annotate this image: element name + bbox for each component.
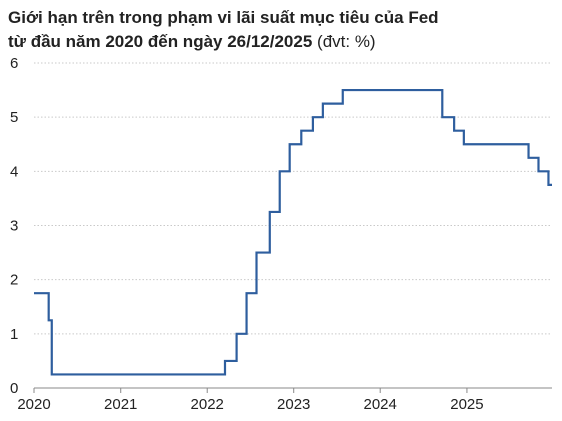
x-tick-label-2024: 2024: [364, 396, 397, 413]
series-layer: [34, 88, 552, 376]
chart-unit-label: (đvt: %): [317, 32, 376, 51]
fed-rate-series-line: [34, 88, 552, 376]
x-tick-label-2022: 2022: [191, 396, 224, 413]
x-tick-labels: 2020 2021 2022 2023 2024 2025: [17, 396, 483, 413]
y-tick-label-5: 5: [10, 109, 18, 126]
chart-title-line-2: từ đầu năm 2020 đến ngày 26/12/2025 (đvt…: [8, 30, 554, 54]
y-tick-label-2: 2: [10, 272, 18, 289]
x-tick-label-2023: 2023: [277, 396, 310, 413]
y-tick-label-0: 0: [10, 380, 18, 397]
x-tick-label-2020: 2020: [17, 396, 50, 413]
chart-title-line-1: Giới hạn trên trong phạm vi lãi suất mục…: [8, 8, 439, 27]
chart-title: Giới hạn trên trong phạm vi lãi suất mục…: [8, 6, 554, 54]
x-tick-label-2021: 2021: [104, 396, 137, 413]
x-axis: [33, 387, 552, 393]
y-tick-label-6: 6: [10, 55, 18, 72]
x-tick-label-2025: 2025: [450, 396, 483, 413]
y-tick-labels: 0 1 2 3 4 5 6: [10, 55, 18, 397]
y-tick-label-3: 3: [10, 218, 18, 235]
y-tick-label-4: 4: [10, 163, 18, 180]
chart-title-line-2-text: từ đầu năm 2020 đến ngày 26/12/2025: [8, 32, 313, 51]
y-gridlines: [34, 62, 552, 335]
y-tick-label-1: 1: [10, 326, 18, 343]
